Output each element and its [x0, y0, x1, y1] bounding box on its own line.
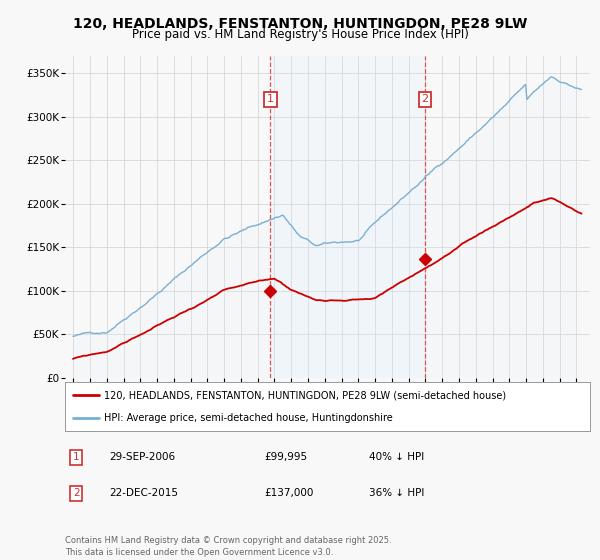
- Text: Price paid vs. HM Land Registry's House Price Index (HPI): Price paid vs. HM Land Registry's House …: [131, 28, 469, 41]
- Text: HPI: Average price, semi-detached house, Huntingdonshire: HPI: Average price, semi-detached house,…: [104, 413, 393, 423]
- Text: 36% ↓ HPI: 36% ↓ HPI: [370, 488, 425, 498]
- Text: 2: 2: [73, 488, 80, 498]
- Text: 22-DEC-2015: 22-DEC-2015: [109, 488, 178, 498]
- Text: £137,000: £137,000: [265, 488, 314, 498]
- Text: 29-SEP-2006: 29-SEP-2006: [109, 452, 176, 462]
- Text: 40% ↓ HPI: 40% ↓ HPI: [370, 452, 425, 462]
- Text: 1: 1: [267, 95, 274, 105]
- Text: Contains HM Land Registry data © Crown copyright and database right 2025.
This d: Contains HM Land Registry data © Crown c…: [65, 536, 391, 557]
- Text: 2: 2: [421, 95, 428, 105]
- Text: 120, HEADLANDS, FENSTANTON, HUNTINGDON, PE28 9LW (semi-detached house): 120, HEADLANDS, FENSTANTON, HUNTINGDON, …: [104, 390, 506, 400]
- Bar: [270, 56, 425, 378]
- Text: 120, HEADLANDS, FENSTANTON, HUNTINGDON, PE28 9LW: 120, HEADLANDS, FENSTANTON, HUNTINGDON, …: [73, 16, 527, 30]
- Text: £99,995: £99,995: [265, 452, 307, 462]
- Text: 1: 1: [73, 452, 80, 462]
